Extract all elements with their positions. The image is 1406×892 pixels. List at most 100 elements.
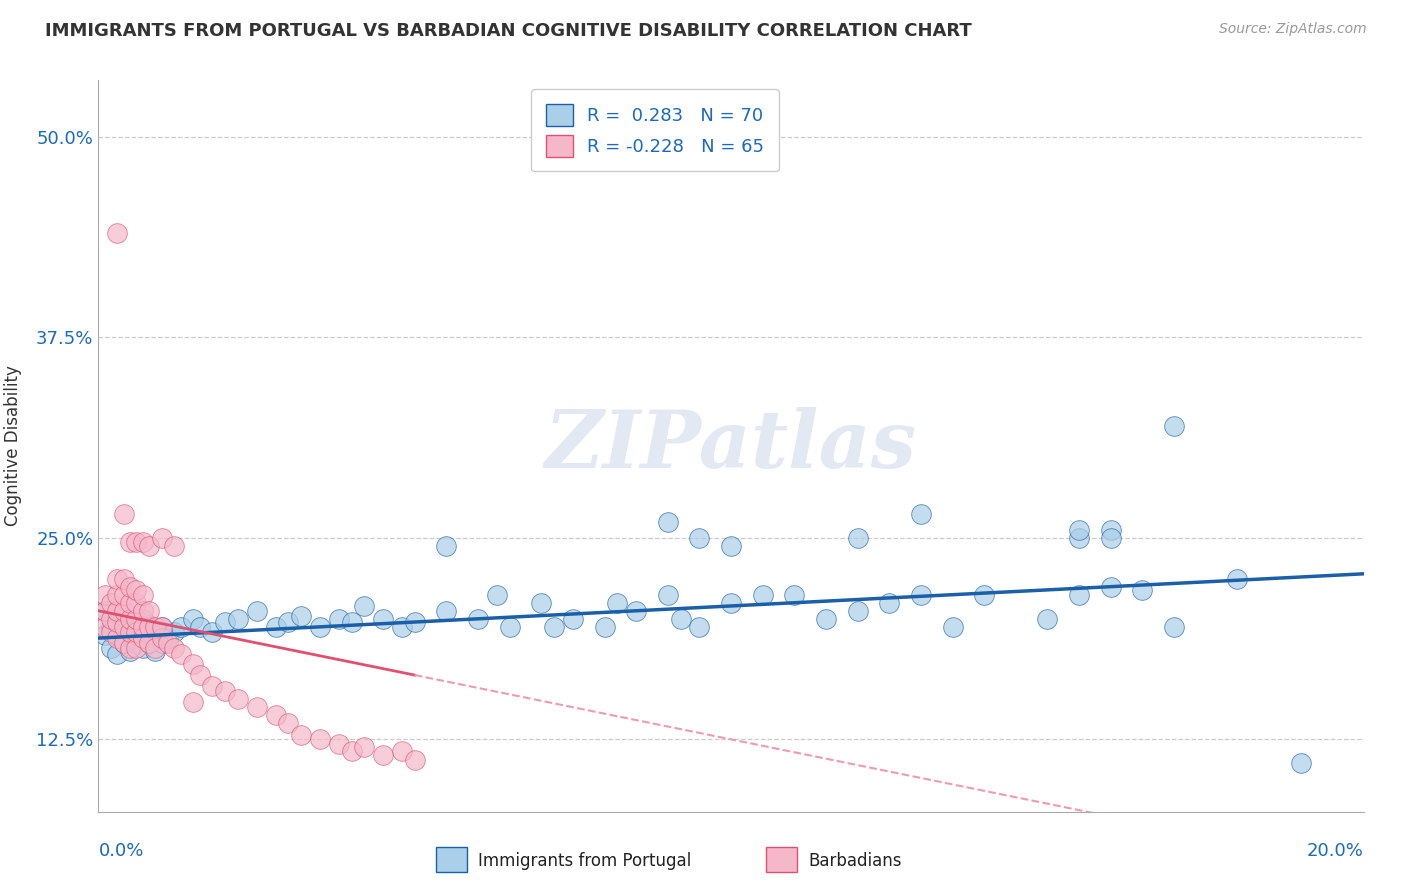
Point bbox=[328, 737, 350, 751]
Point bbox=[107, 226, 129, 240]
Point bbox=[100, 596, 122, 610]
Point bbox=[125, 612, 148, 626]
Point bbox=[391, 620, 413, 634]
Point bbox=[138, 604, 160, 618]
Point bbox=[264, 708, 287, 723]
Point bbox=[1099, 580, 1122, 594]
Point bbox=[120, 644, 141, 658]
Point bbox=[201, 679, 224, 693]
Point bbox=[214, 615, 236, 629]
Point bbox=[138, 636, 160, 650]
Point bbox=[157, 631, 180, 645]
Point bbox=[486, 588, 509, 602]
Point bbox=[783, 588, 806, 602]
Point bbox=[100, 640, 122, 655]
Point bbox=[132, 640, 155, 655]
Point bbox=[436, 540, 458, 554]
Point bbox=[277, 716, 299, 731]
Point bbox=[107, 612, 129, 626]
Point bbox=[112, 508, 135, 522]
Point bbox=[183, 657, 205, 671]
Text: Immigrants from Portugal: Immigrants from Portugal bbox=[478, 852, 692, 870]
Point bbox=[150, 532, 173, 546]
Point bbox=[125, 640, 148, 655]
Point bbox=[125, 596, 148, 610]
Point bbox=[107, 588, 129, 602]
Point bbox=[120, 580, 141, 594]
Point bbox=[100, 612, 122, 626]
Point bbox=[125, 534, 148, 549]
Point bbox=[669, 612, 692, 626]
Point bbox=[125, 636, 148, 650]
Point bbox=[93, 604, 117, 618]
Point bbox=[112, 572, 135, 586]
Point bbox=[93, 620, 117, 634]
Point bbox=[188, 620, 211, 634]
Point bbox=[163, 540, 186, 554]
Point bbox=[150, 631, 173, 645]
Point bbox=[751, 588, 773, 602]
Point bbox=[657, 588, 679, 602]
Point bbox=[163, 640, 186, 655]
Text: 0.0%: 0.0% bbox=[98, 842, 143, 860]
Text: Barbadians: Barbadians bbox=[808, 852, 903, 870]
Point bbox=[1163, 418, 1185, 433]
Point bbox=[107, 631, 129, 645]
Point bbox=[120, 624, 141, 639]
Point bbox=[138, 618, 160, 632]
Point bbox=[112, 636, 135, 650]
Point bbox=[138, 540, 160, 554]
Point bbox=[100, 620, 122, 634]
Point bbox=[910, 508, 932, 522]
Point bbox=[910, 588, 932, 602]
Point bbox=[132, 631, 155, 645]
Point bbox=[183, 612, 205, 626]
Point bbox=[145, 620, 166, 634]
Point bbox=[157, 636, 180, 650]
Y-axis label: Cognitive Disability: Cognitive Disability bbox=[4, 366, 22, 526]
Point bbox=[277, 615, 299, 629]
Point bbox=[93, 588, 117, 602]
Point bbox=[340, 744, 363, 758]
Point bbox=[125, 582, 148, 597]
Point bbox=[846, 604, 869, 618]
Point bbox=[120, 624, 141, 639]
Point bbox=[120, 612, 141, 626]
Point bbox=[1067, 532, 1090, 546]
Point bbox=[120, 596, 141, 610]
Point bbox=[112, 620, 135, 634]
Point bbox=[1036, 612, 1059, 626]
Point bbox=[877, 596, 900, 610]
Point bbox=[132, 604, 155, 618]
Point bbox=[624, 604, 647, 618]
Point bbox=[150, 620, 173, 634]
Text: ZIPatlas: ZIPatlas bbox=[546, 408, 917, 484]
Point bbox=[112, 588, 135, 602]
Point bbox=[1289, 756, 1312, 771]
Point bbox=[846, 532, 869, 546]
Point bbox=[107, 604, 129, 618]
Point bbox=[391, 744, 413, 758]
Point bbox=[657, 516, 679, 530]
Point bbox=[120, 640, 141, 655]
Point bbox=[290, 727, 312, 741]
Point bbox=[138, 620, 160, 634]
Point bbox=[120, 534, 141, 549]
Point bbox=[163, 624, 186, 639]
Point bbox=[688, 532, 710, 546]
Point bbox=[246, 700, 269, 714]
Point bbox=[371, 612, 394, 626]
Point bbox=[169, 647, 191, 661]
Point bbox=[353, 740, 375, 755]
Point bbox=[107, 572, 129, 586]
Point bbox=[100, 624, 122, 639]
Point bbox=[226, 692, 249, 706]
Point bbox=[132, 588, 155, 602]
Point bbox=[328, 612, 350, 626]
Point bbox=[107, 647, 129, 661]
Point bbox=[150, 620, 173, 634]
Point bbox=[371, 748, 394, 763]
Point bbox=[688, 620, 710, 634]
Point bbox=[606, 596, 628, 610]
Point bbox=[1163, 620, 1185, 634]
